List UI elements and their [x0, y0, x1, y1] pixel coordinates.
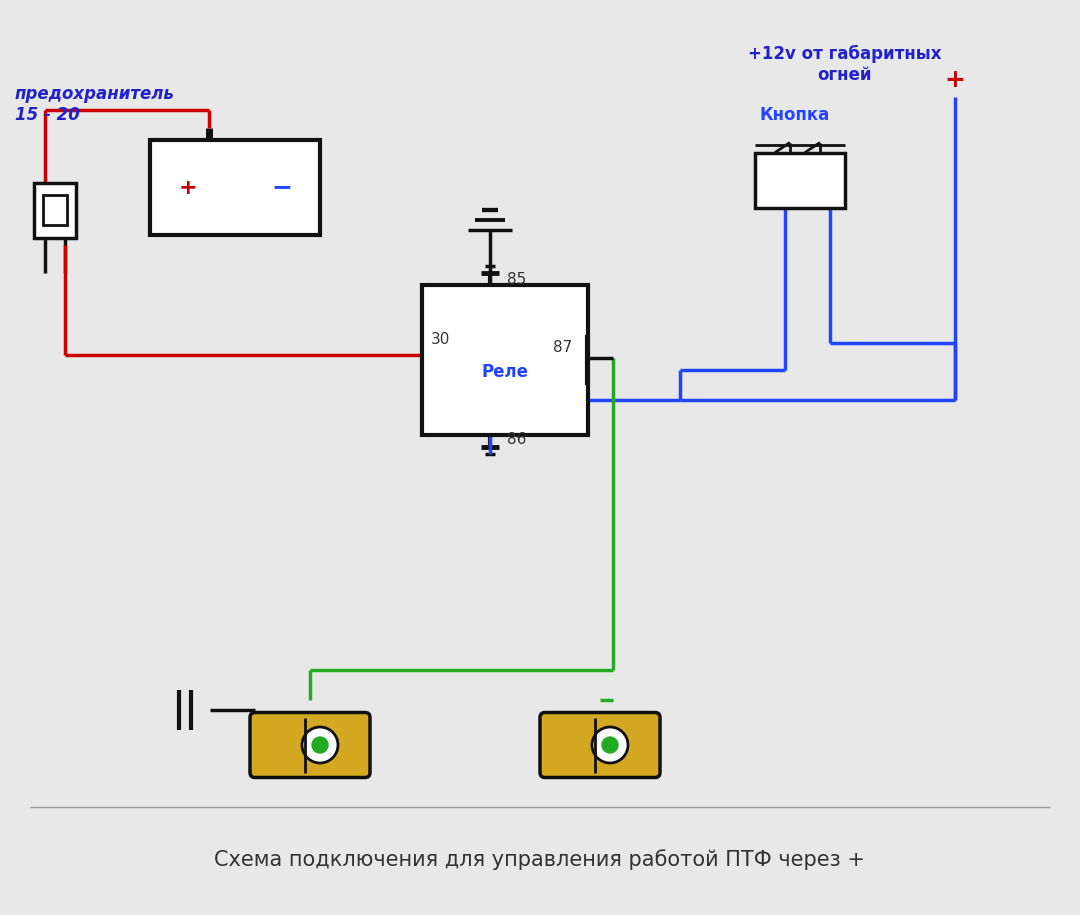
Bar [43, 195, 67, 225]
Circle shape [592, 727, 627, 763]
Bar [422, 285, 588, 435]
Text: Схема подключения для управления работой ПТФ через +: Схема подключения для управления работой… [215, 850, 865, 870]
Text: 87: 87 [553, 340, 571, 356]
Bar [150, 140, 320, 235]
Bar [755, 153, 845, 208]
Circle shape [302, 727, 338, 763]
Text: +: + [178, 178, 198, 198]
FancyBboxPatch shape [249, 713, 370, 778]
Circle shape [602, 737, 618, 753]
Text: Реле: Реле [482, 363, 528, 381]
Text: 30: 30 [431, 332, 450, 348]
Text: предохранитель
15 - 20: предохранитель 15 - 20 [15, 85, 175, 124]
Text: −: − [271, 176, 293, 199]
Text: +12v от габаритных
огней: +12v от габаритных огней [748, 45, 942, 84]
Text: 85: 85 [507, 273, 526, 287]
Text: +: + [945, 68, 966, 92]
Bar [33, 182, 76, 238]
Text: 86: 86 [507, 433, 526, 447]
Circle shape [312, 737, 328, 753]
Text: Кнопка: Кнопка [760, 106, 831, 124]
FancyBboxPatch shape [540, 713, 660, 778]
